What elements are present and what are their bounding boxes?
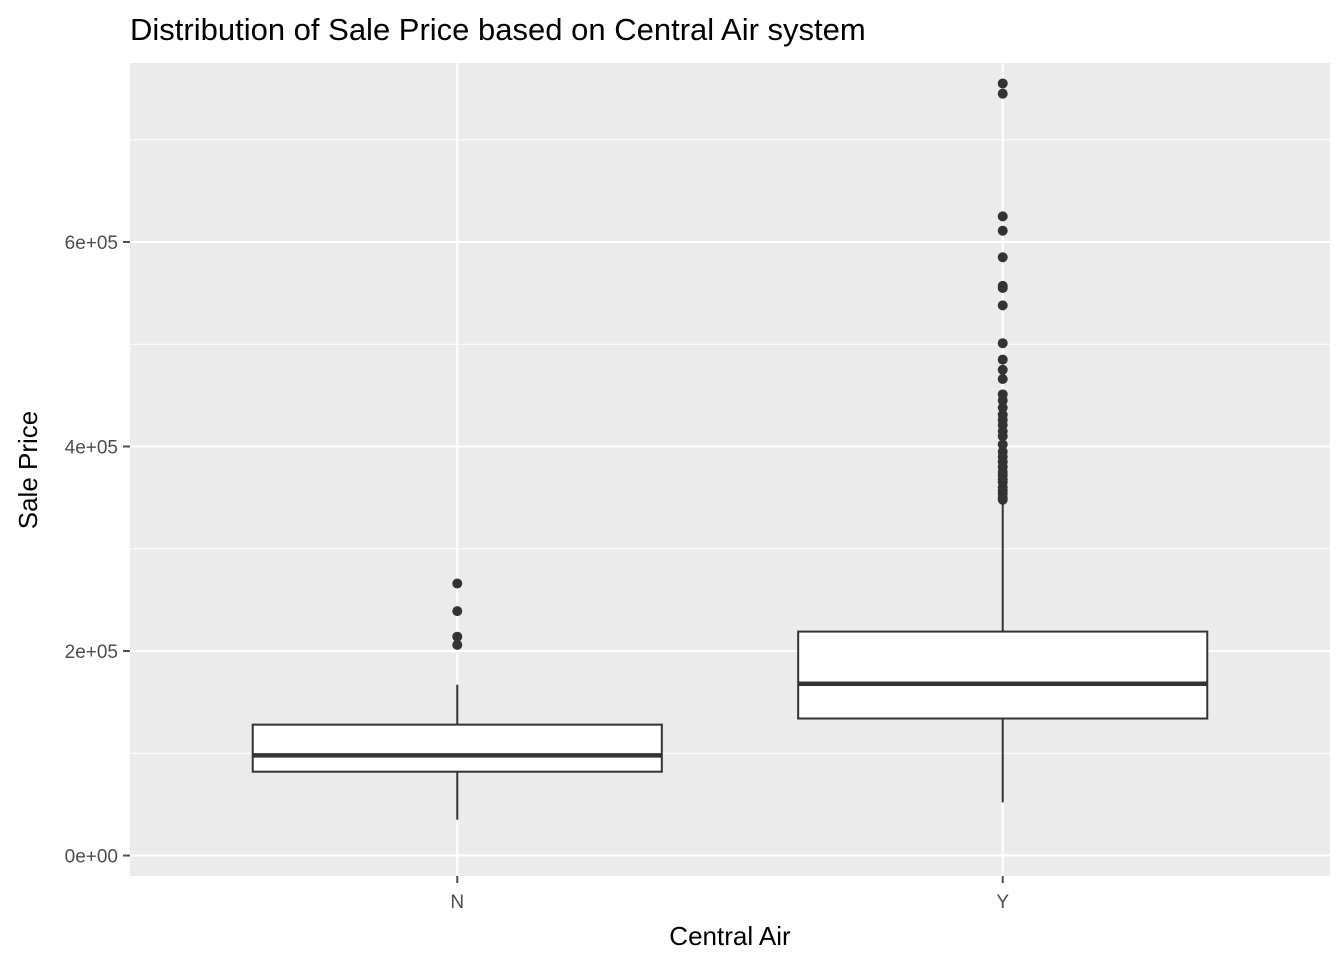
outlier-point (997, 282, 1008, 293)
outlier-point (997, 211, 1008, 222)
outlier-point (452, 631, 463, 642)
outlier-point (997, 252, 1008, 263)
outlier-point (997, 431, 1008, 442)
outlier-point (997, 364, 1008, 375)
outlier-point (997, 88, 1008, 99)
iqr-box (797, 630, 1209, 720)
outlier-point (997, 395, 1008, 406)
y-tick-label: 6e+05 (65, 233, 118, 254)
x-tick-label: N (450, 892, 464, 913)
x-axis-title: Central Air (669, 921, 791, 951)
y-axis: 0e+00 2e+05 4e+05 6e+05 (65, 233, 130, 868)
outlier-point (997, 225, 1008, 236)
outlier-point (997, 300, 1008, 311)
outlier-point (997, 354, 1008, 365)
x-tick-label: Y (996, 892, 1009, 913)
outlier-point (997, 439, 1008, 450)
outlier-point (997, 402, 1008, 413)
outlier-point (997, 373, 1008, 384)
y-tick-label: 2e+05 (65, 642, 118, 663)
y-tick-label: 0e+00 (65, 847, 118, 868)
outlier-point (452, 578, 463, 589)
y-tick-label: 4e+05 (65, 437, 118, 458)
outlier-point (452, 639, 463, 650)
box-Y (797, 78, 1209, 803)
outlier-point (452, 606, 463, 617)
outlier-point (997, 338, 1008, 349)
iqr-box (251, 723, 663, 773)
box-N (251, 578, 663, 820)
chart-title: Distribution of Sale Price based on Cent… (130, 12, 866, 47)
y-axis-title: Sale Price (13, 411, 43, 530)
box-series (251, 78, 1209, 820)
outlier-point (997, 494, 1008, 505)
outlier-point (997, 78, 1008, 89)
